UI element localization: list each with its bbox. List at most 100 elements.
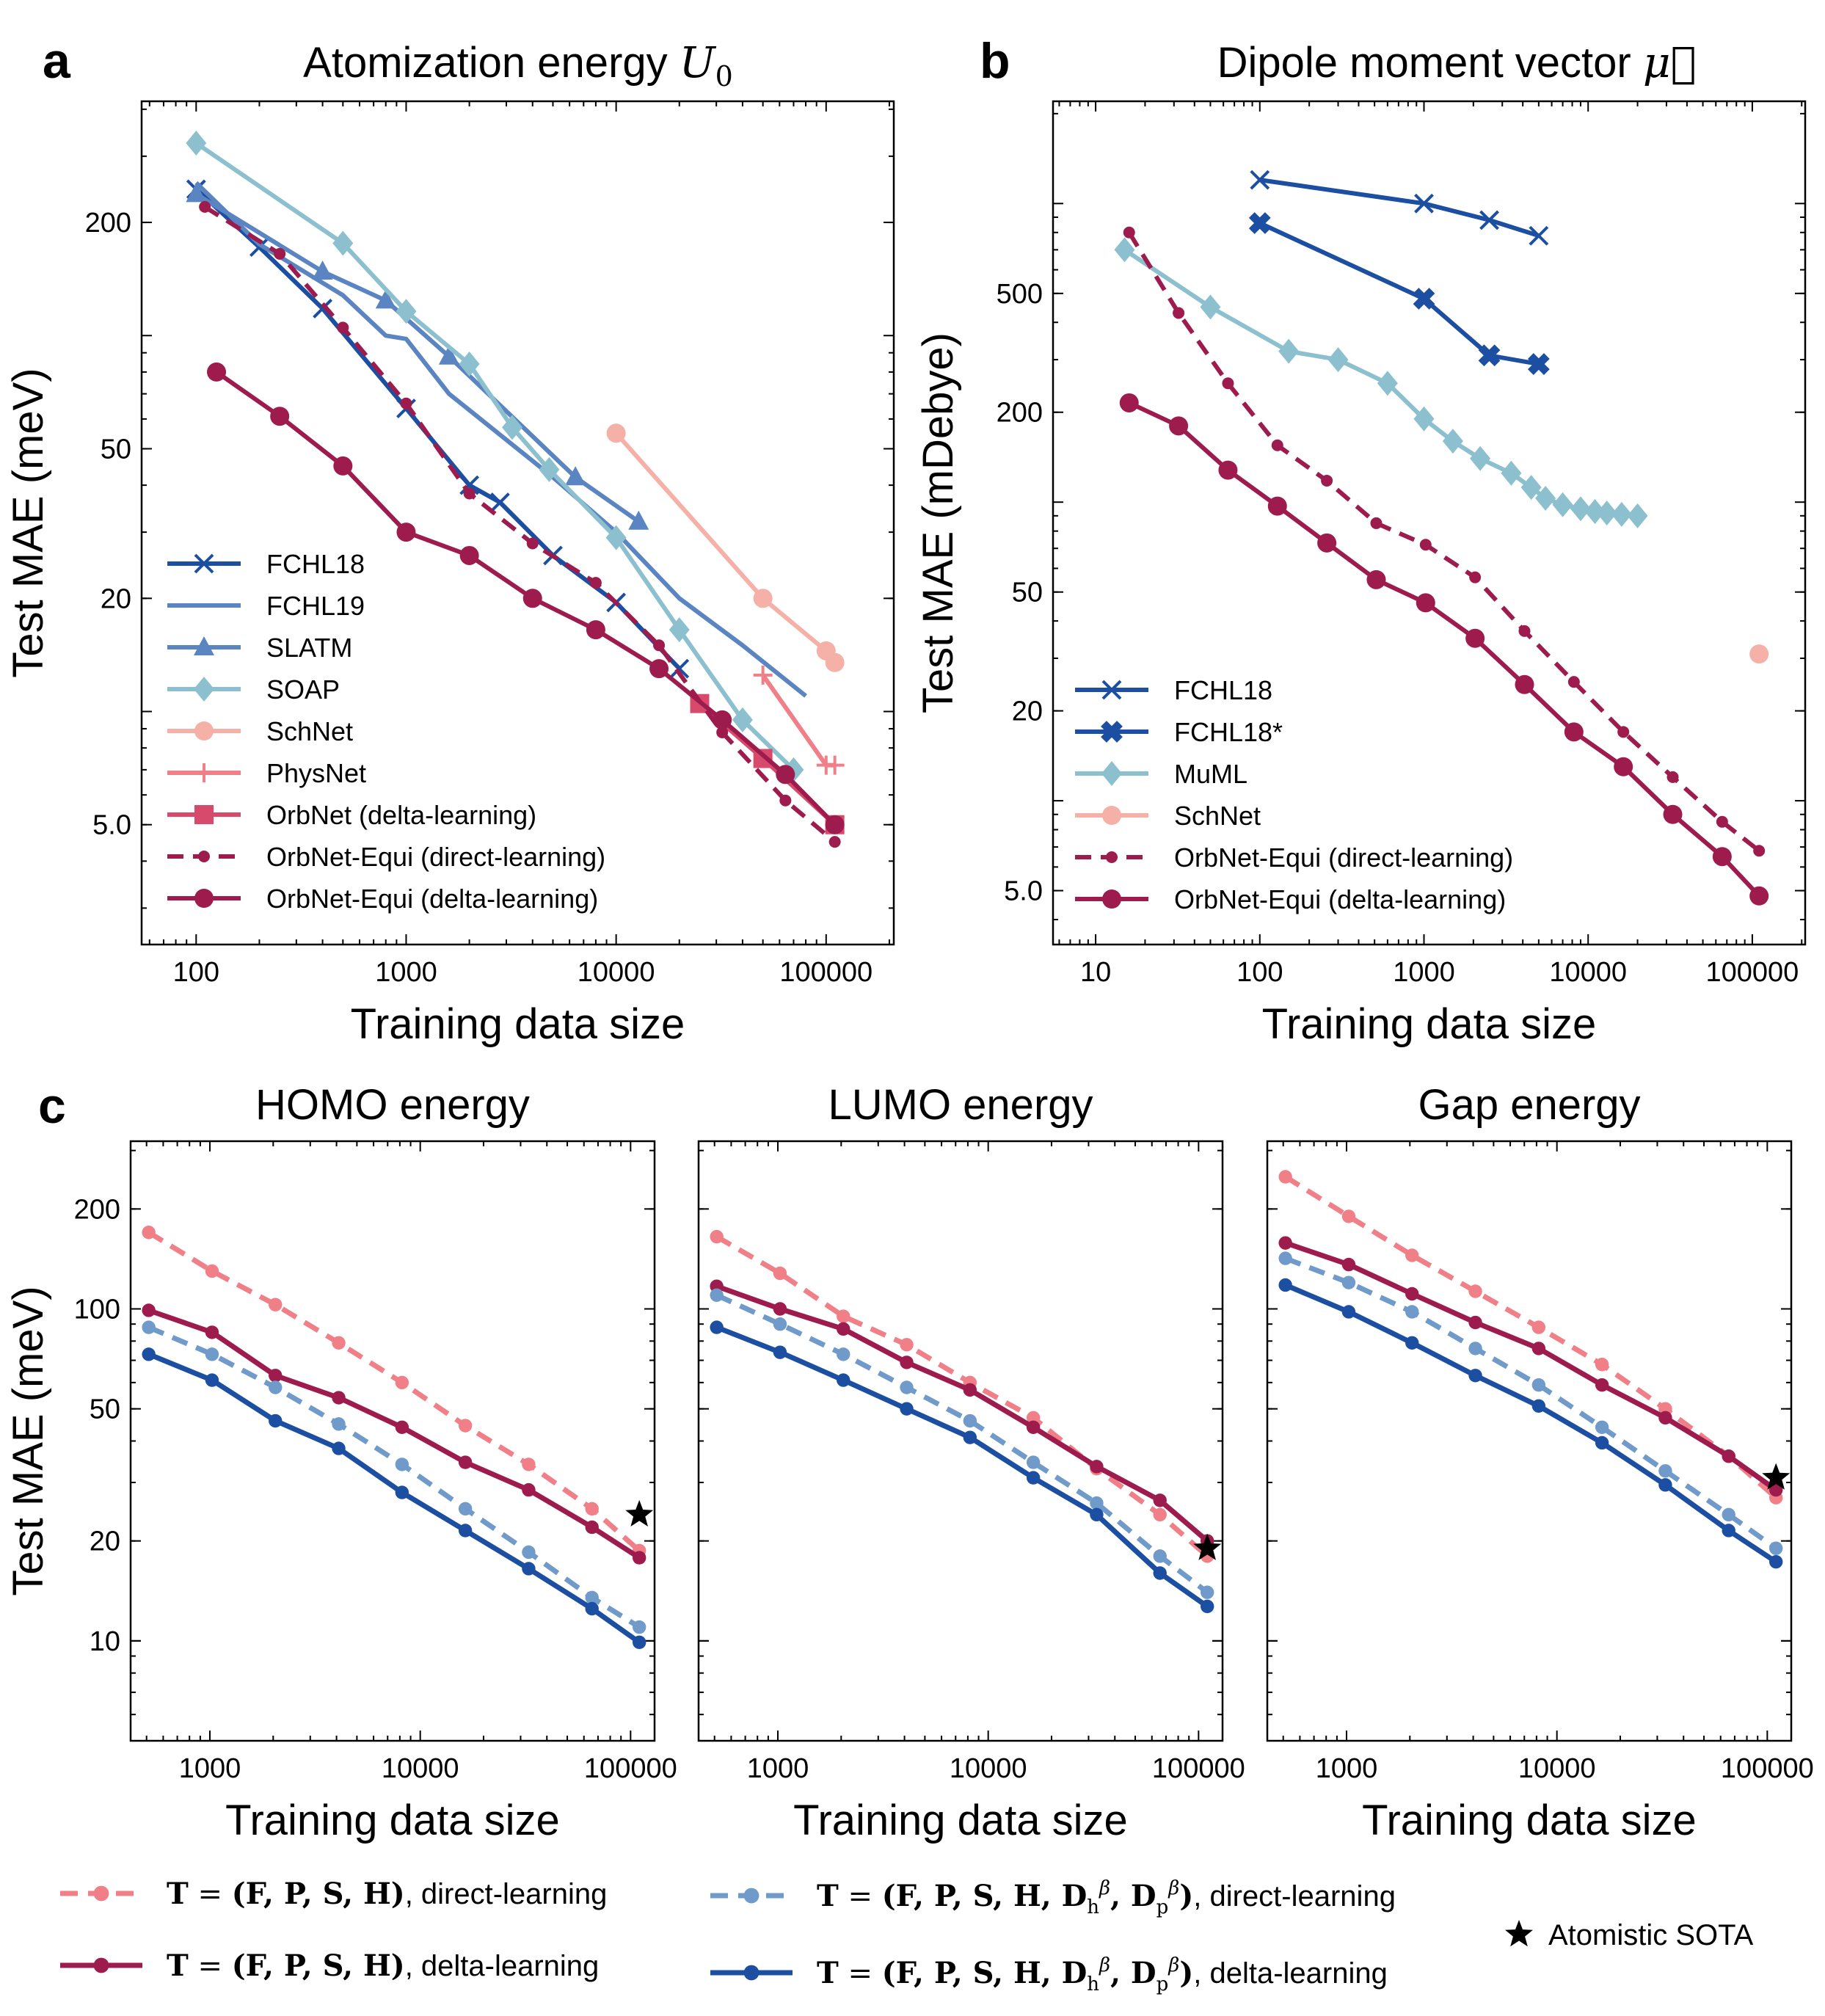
series-4 [1749, 644, 1769, 664]
series-line [147, 1325, 641, 1630]
x-tick-label: 1000 [747, 1753, 809, 1784]
data-point [776, 765, 795, 785]
legend-marker [1102, 806, 1121, 825]
legend-suffix: , direct-learning [1193, 1880, 1396, 1913]
data-point [395, 1485, 409, 1499]
legend-marker [743, 1888, 759, 1904]
data-point [1749, 644, 1769, 664]
data-point [1201, 1599, 1214, 1614]
data-point [1527, 353, 1550, 375]
data-point [669, 658, 690, 679]
data-point [1468, 1369, 1482, 1383]
data-point [565, 466, 586, 486]
data-point [205, 1264, 219, 1278]
y-tick-label: 500 [997, 279, 1043, 310]
data-point [459, 475, 480, 495]
sota-star [625, 1499, 654, 1526]
data-point [1769, 1541, 1783, 1555]
data-point [1596, 500, 1617, 525]
data-point [269, 1380, 283, 1394]
data-point [1119, 393, 1139, 412]
data-point [312, 261, 333, 280]
legend-math-tuple: (F, P, S, H) [232, 1948, 405, 1983]
legend-marker [194, 889, 214, 908]
data-point [837, 1347, 850, 1361]
legend-math-t: T [167, 1948, 189, 1983]
data-point [1271, 439, 1283, 451]
data-point [539, 456, 560, 482]
data-point [649, 659, 669, 679]
data-point [837, 1309, 850, 1323]
data-point [332, 1336, 346, 1350]
data-point [1248, 212, 1271, 234]
y-axis-label: Test MAE (meV) [4, 368, 52, 677]
series-line [1259, 178, 1540, 239]
data-point [1753, 845, 1766, 857]
data-point [900, 1355, 914, 1369]
data-point [1595, 1435, 1609, 1450]
x-tick-label: 100 [173, 957, 219, 988]
plot-frame [1266, 1140, 1793, 1742]
series-3 [142, 1320, 646, 1634]
legend-label: T = (F, P, S, H, Dhβ, Dpβ), direct-learn… [817, 1877, 1396, 1918]
legend-label: FCHL18* [1174, 717, 1283, 747]
data-point [502, 415, 523, 440]
data-point [1442, 429, 1463, 454]
panel-title: LUMO energy [828, 1081, 1093, 1129]
data-point [1414, 193, 1434, 214]
legend-math-t: T [817, 1879, 839, 1913]
data-point [1478, 344, 1501, 367]
panel-b: 10 100 1000 10000 100000 5.0 20 50 200 500 Trainin… [914, 100, 1807, 1048]
legend-marker [194, 763, 214, 782]
data-point [522, 1482, 536, 1497]
legend-math-close: ) [1179, 1879, 1193, 1913]
data-point [1173, 307, 1185, 319]
legend-label: OrbNet-Equi (direct-learning) [266, 842, 605, 872]
legend-item: FCHL18* [1075, 717, 1283, 747]
x-tick-label: 1000 [1316, 1753, 1378, 1784]
sota-legend-item: Atomistic SOTA [1505, 1919, 1754, 1951]
series-4 [142, 1347, 646, 1650]
data-point [332, 230, 354, 256]
data-point [1278, 338, 1300, 364]
data-point [1278, 1170, 1292, 1184]
series-line [1284, 1282, 1778, 1565]
data-point [1465, 628, 1485, 648]
data-point [522, 589, 542, 608]
data-point [586, 620, 605, 640]
series-line [1258, 221, 1540, 367]
series-2 [142, 1303, 646, 1565]
series-line [194, 141, 795, 772]
series-line [147, 1308, 641, 1560]
y-tick-label: 200 [997, 398, 1043, 429]
panel-letter-b: b [980, 33, 1010, 89]
data-point [828, 836, 841, 848]
legend-item: OrbNet-Equi (direct-learning) [167, 842, 605, 872]
legend-item: SchNet [1075, 801, 1261, 831]
data-point [585, 1502, 599, 1516]
data-point [400, 397, 412, 410]
y-tick-label: 5.0 [1004, 876, 1043, 907]
series-layer [710, 1229, 1222, 1614]
legend-marker [93, 1957, 109, 1973]
series-4 [1278, 1278, 1783, 1569]
series-3 [1114, 237, 1648, 528]
data-point [963, 1430, 977, 1444]
data-point [1611, 501, 1632, 527]
data-point [1666, 771, 1679, 783]
legend-marker [1101, 721, 1123, 743]
data-point [585, 1520, 599, 1535]
data-point [1413, 288, 1435, 310]
axis-ticks [131, 1141, 655, 1741]
data-point [585, 1590, 599, 1605]
data-point [633, 1620, 646, 1634]
legend-label: FCHL18 [1174, 675, 1272, 705]
data-point [1595, 1358, 1609, 1372]
series-line [194, 192, 641, 524]
data-point [438, 345, 459, 365]
x-axis-label: Training data size [225, 1797, 560, 1844]
series-1 [1250, 170, 1549, 246]
data-point [1366, 569, 1386, 589]
data-point [458, 1524, 473, 1538]
